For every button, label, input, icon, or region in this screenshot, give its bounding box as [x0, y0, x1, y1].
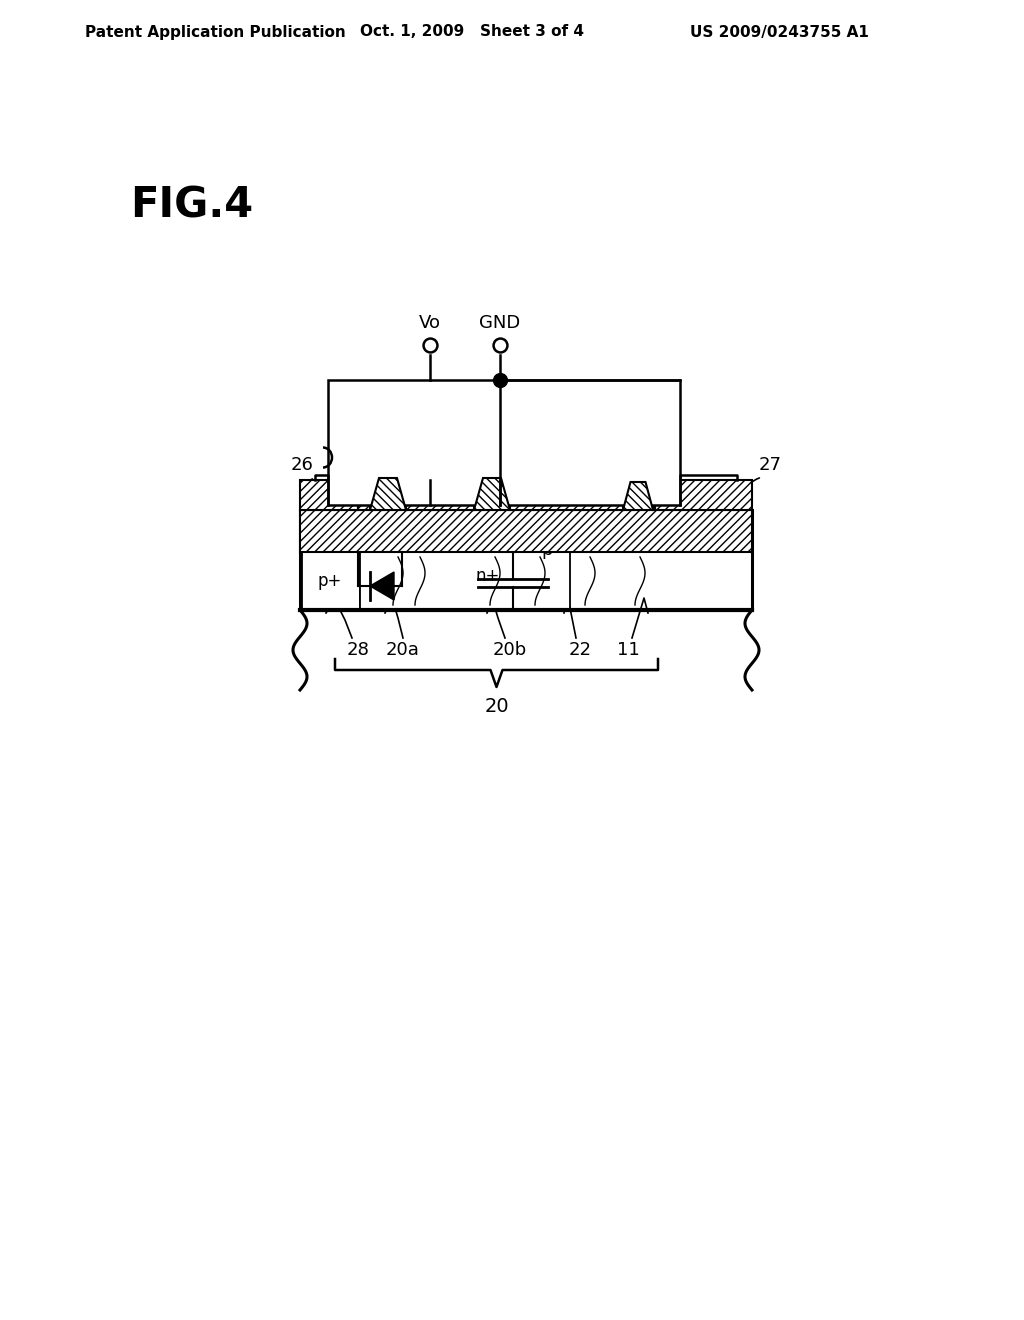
Polygon shape — [655, 480, 752, 510]
Text: 27: 27 — [759, 455, 781, 474]
Text: p+: p+ — [317, 572, 342, 590]
Text: 20a: 20a — [386, 642, 420, 659]
Text: 23: 23 — [597, 455, 620, 474]
Text: GND: GND — [479, 314, 520, 333]
Text: Patent Application Publication: Patent Application Publication — [85, 25, 346, 40]
Polygon shape — [300, 480, 358, 510]
Polygon shape — [406, 480, 474, 510]
Polygon shape — [623, 482, 653, 510]
Text: n+: n+ — [476, 568, 500, 585]
Polygon shape — [300, 510, 752, 610]
Polygon shape — [328, 380, 680, 506]
Text: US 2009/0243755 A1: US 2009/0243755 A1 — [690, 25, 869, 40]
Text: 20: 20 — [484, 697, 509, 717]
Text: p−: p− — [542, 541, 568, 558]
Text: FIG.4: FIG.4 — [130, 183, 253, 226]
Text: 20b: 20b — [493, 642, 527, 659]
Polygon shape — [360, 552, 570, 610]
Polygon shape — [370, 572, 394, 601]
Text: Vo: Vo — [419, 314, 441, 333]
Polygon shape — [474, 478, 510, 510]
Polygon shape — [653, 480, 655, 510]
Text: 25: 25 — [358, 455, 382, 474]
Text: 22: 22 — [568, 642, 592, 659]
Text: 28: 28 — [346, 642, 370, 659]
Text: 24: 24 — [449, 455, 471, 474]
Polygon shape — [510, 480, 623, 510]
Polygon shape — [358, 480, 370, 510]
Polygon shape — [370, 478, 406, 510]
Text: 11: 11 — [616, 642, 639, 659]
Text: 26: 26 — [291, 455, 313, 474]
Polygon shape — [300, 510, 752, 552]
Polygon shape — [302, 552, 360, 610]
Text: Oct. 1, 2009   Sheet 3 of 4: Oct. 1, 2009 Sheet 3 of 4 — [360, 25, 584, 40]
